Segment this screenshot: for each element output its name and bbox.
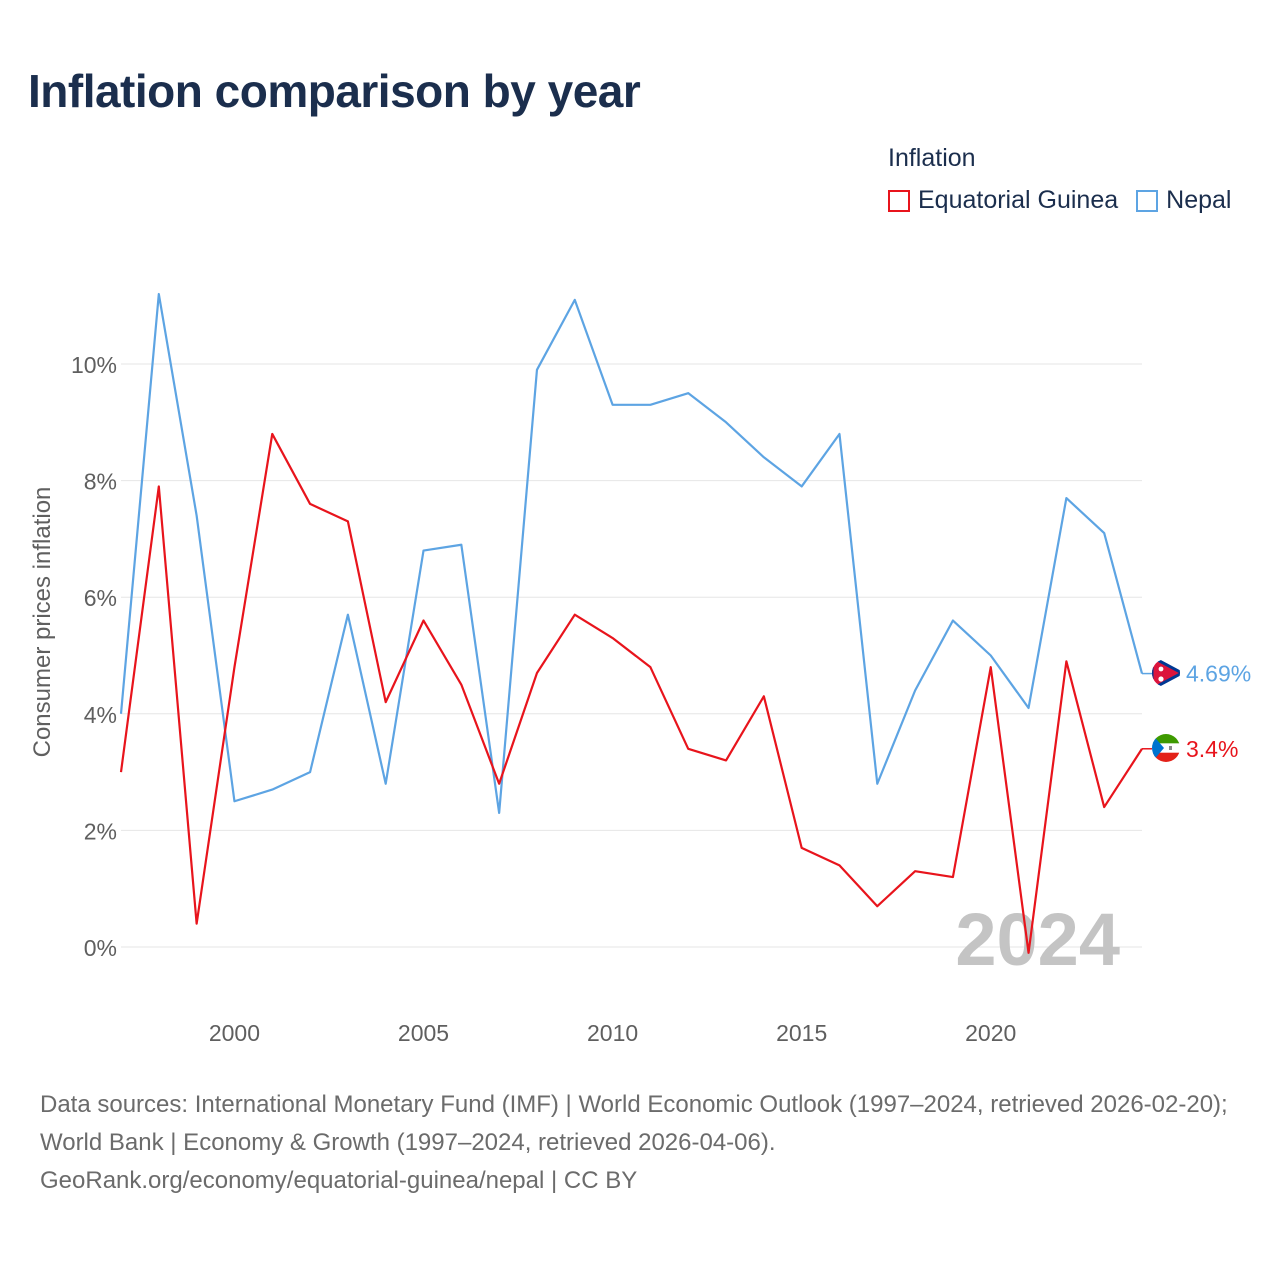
x-tick-label: 2010 — [587, 1020, 638, 1046]
legend-label-equatorial-guinea: Equatorial Guinea — [918, 186, 1119, 214]
legend-title: Inflation — [888, 144, 976, 172]
legend-item-equatorial-guinea[interactable]: Equatorial Guinea — [888, 186, 1118, 215]
legend-swatch-nepal — [1136, 189, 1159, 212]
x-tick-label: 2015 — [776, 1020, 827, 1046]
y-tick-label: 0% — [84, 935, 117, 961]
y-tick-label: 10% — [71, 352, 117, 378]
axes: 0% 2% 4% 6% 8% 10% 2000 2005 2010 2015 2020 Consume… — [29, 352, 1016, 1046]
footer: Data sources: International Monetary Fun… — [40, 1086, 1250, 1200]
y-tick-label: 2% — [84, 818, 117, 844]
end-label-nepal: 4.69% — [1186, 661, 1251, 687]
legend-label-nepal: Nepal — [1166, 186, 1232, 214]
series-line-equatorial-guinea — [119, 432, 1143, 954]
series-lines — [119, 292, 1152, 954]
x-tick-label: 2005 — [398, 1020, 449, 1046]
y-tick-label: 6% — [84, 585, 117, 611]
data-sources: Data sources: International Monetary Fun… — [40, 1091, 1228, 1156]
year-watermark: 2024 — [955, 898, 1120, 981]
gridlines — [121, 363, 1142, 948]
nepal-flag-icon — [1152, 659, 1180, 687]
source-link[interactable]: GeoRank.org/economy/equatorial-guinea/ne… — [40, 1167, 638, 1194]
x-tick-label: 2000 — [209, 1020, 260, 1046]
end-markers — [1152, 659, 1180, 762]
equatorial-guinea-flag-icon — [1152, 734, 1180, 762]
chart-title: Inflation comparison by year — [28, 65, 641, 117]
legend-swatch-equatorial-guinea — [888, 189, 910, 212]
series-line-nepal — [119, 292, 1144, 815]
line-chart: 0% 2% 4% 6% 8% 10% 2000 2005 2010 2015 2020 Consume… — [29, 292, 1251, 1046]
y-tick-label: 4% — [84, 702, 117, 728]
legend: Equatorial Guinea Nepal — [888, 186, 1231, 215]
x-tick-label: 2020 — [965, 1020, 1016, 1046]
end-labels: 4.69% 3.4% — [1186, 661, 1251, 762]
legend-item-nepal[interactable]: Nepal — [1136, 186, 1231, 215]
end-label-equatorial-guinea: 3.4% — [1186, 736, 1238, 762]
y-axis-label: Consumer prices inflation — [29, 487, 56, 758]
y-tick-label: 8% — [84, 469, 117, 495]
